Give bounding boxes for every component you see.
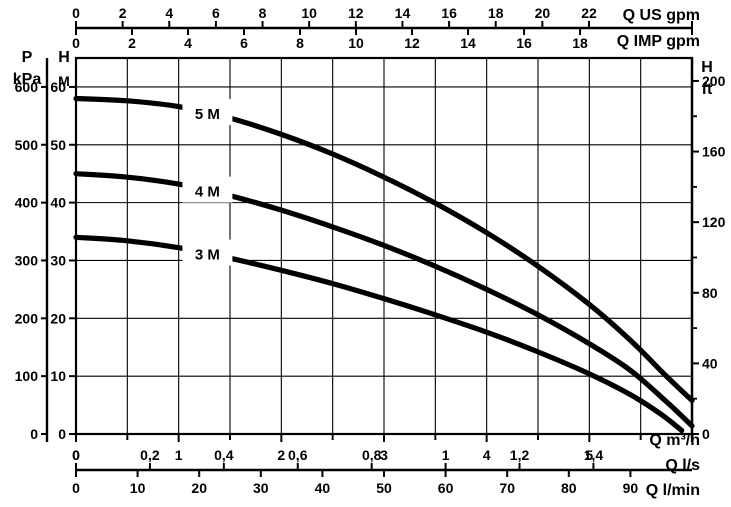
tick-label-us-gpm: 4 bbox=[165, 5, 173, 21]
bottom-axes-group: 0 1 2 3 4 50 0,2 0,4 0,6 0,8 1 1,2 1,40 10 20 30 40 50 60 7… bbox=[72, 434, 693, 496]
tick-label-us-gpm: 6 bbox=[212, 5, 220, 21]
tick-label-head-ft: 120 bbox=[702, 214, 726, 230]
tick-label-imp-gpm: 8 bbox=[296, 35, 304, 51]
tick-label-ls: 0,2 bbox=[140, 447, 160, 463]
tick-label-us-gpm: 20 bbox=[535, 5, 551, 21]
tick-label-lmin: 40 bbox=[315, 480, 331, 496]
axis-title-head-ft-unit: ft bbox=[702, 81, 713, 98]
tick-label-imp-gpm: 14 bbox=[460, 35, 476, 51]
tick-label-imp-gpm: 4 bbox=[184, 35, 192, 51]
tick-label-ls: 0,4 bbox=[214, 447, 234, 463]
tick-label-us-gpm: 10 bbox=[301, 5, 317, 21]
tick-label-head-m: 20 bbox=[50, 310, 66, 326]
curve-label-backdrop bbox=[182, 176, 233, 203]
tick-label-pressure: 0 bbox=[30, 426, 38, 442]
tick-label-head-ft: 0 bbox=[702, 426, 710, 442]
tick-label-ls: 0,6 bbox=[288, 447, 308, 463]
tick-label-lmin: 0 bbox=[72, 480, 80, 496]
tick-label-head-ft: 160 bbox=[702, 144, 726, 160]
tick-label-m3h: 1 bbox=[175, 447, 183, 463]
curve-label-4m: 4 M bbox=[195, 184, 220, 201]
axis-title-ls: Q l/s bbox=[665, 457, 700, 474]
tick-label-head-ft: 200 bbox=[702, 73, 726, 89]
tick-label-lmin: 50 bbox=[376, 480, 392, 496]
tick-label-imp-gpm: 18 bbox=[572, 35, 588, 51]
curves-group bbox=[73, 95, 695, 434]
curve-label-3m: 3 M bbox=[195, 247, 220, 264]
tick-label-m3h: 3 bbox=[380, 447, 388, 463]
tick-label-ls: 1,4 bbox=[584, 447, 604, 463]
axis-title-imp-gpm: Q IMP gpm bbox=[617, 33, 700, 50]
tick-label-lmin: 60 bbox=[438, 480, 454, 496]
tick-label-head-ft: 80 bbox=[702, 285, 718, 301]
axis-title-pressure-unit: kPa bbox=[13, 71, 42, 88]
axis-title-us-gpm: Q US gpm bbox=[623, 7, 700, 24]
axis-title-head-unit: M bbox=[58, 73, 70, 89]
tick-label-imp-gpm: 16 bbox=[516, 35, 532, 51]
curve-label-backdrop bbox=[182, 99, 233, 126]
curve-labels-group: 5 M 4 M 3 M bbox=[195, 106, 220, 263]
tick-label-lmin: 90 bbox=[623, 480, 639, 496]
tick-label-us-gpm: 2 bbox=[119, 5, 127, 21]
tick-label-us-gpm: 12 bbox=[348, 5, 364, 21]
tick-label-lmin: 20 bbox=[191, 480, 207, 496]
tick-label-us-gpm: 16 bbox=[441, 5, 457, 21]
tick-label-imp-gpm: 0 bbox=[72, 35, 80, 51]
tick-label-head-m: 30 bbox=[50, 252, 66, 268]
tick-label-pressure: 500 bbox=[15, 137, 39, 153]
tick-label-lmin: 70 bbox=[499, 480, 515, 496]
tick-label-imp-gpm: 6 bbox=[240, 35, 248, 51]
tick-label-us-gpm: 22 bbox=[581, 5, 597, 21]
tick-label-us-gpm: 18 bbox=[488, 5, 504, 21]
tick-label-pressure: 100 bbox=[15, 368, 39, 384]
left-axes-group: 0 100 200 300 400 500 600 0 10 20 30 40 50 60 bbox=[15, 58, 76, 442]
axis-title-lmin: Q l/min bbox=[646, 482, 700, 499]
tick-label-m3h: 2 bbox=[277, 447, 285, 463]
tick-label-head-m: 10 bbox=[50, 368, 66, 384]
tick-label-imp-gpm: 10 bbox=[348, 35, 364, 51]
tick-label-pressure: 300 bbox=[15, 252, 39, 268]
tick-label-m3h: 5 bbox=[585, 447, 593, 463]
tick-label-lmin: 30 bbox=[253, 480, 269, 496]
tick-label-imp-gpm: 12 bbox=[404, 35, 420, 51]
tick-label-lmin: 80 bbox=[561, 480, 577, 496]
tick-label-m3h: 0 bbox=[72, 447, 80, 463]
tick-label-lmin: 10 bbox=[130, 480, 146, 496]
tick-label-pressure: 600 bbox=[15, 79, 39, 95]
tick-label-imp-gpm: 2 bbox=[128, 35, 136, 51]
top-axes-group: 0 2 4 6 8 10 12 14 16 18 20 220 2 4 6 8 10 12 14 16 18 bbox=[72, 5, 693, 51]
tick-label-head-ft: 40 bbox=[702, 355, 718, 371]
tick-label-us-gpm: 14 bbox=[395, 5, 411, 21]
tick-label-ls: 1 bbox=[442, 447, 450, 463]
tick-label-ls: 0,8 bbox=[362, 447, 382, 463]
axis-title-head-ft-name: H bbox=[701, 59, 713, 76]
tick-label-us-gpm: 0 bbox=[72, 5, 80, 21]
tick-label-ls: 0 bbox=[72, 447, 80, 463]
tick-label-ls: 1,2 bbox=[510, 447, 530, 463]
tick-label-pressure: 400 bbox=[15, 195, 39, 211]
curve-label-5m: 5 M bbox=[195, 106, 220, 123]
tick-label-head-m: 50 bbox=[50, 137, 66, 153]
tick-label-head-m: 0 bbox=[58, 426, 66, 442]
axis-title-m3h: Q m³/h bbox=[649, 432, 700, 449]
tick-label-pressure: 200 bbox=[15, 310, 39, 326]
tick-label-us-gpm: 8 bbox=[259, 5, 267, 21]
tick-label-m3h: 4 bbox=[483, 447, 491, 463]
tick-label-head-m: 60 bbox=[50, 79, 66, 95]
axis-title-pressure-name: P bbox=[22, 49, 33, 66]
axis-title-head-name: H bbox=[58, 49, 70, 66]
tick-label-head-m: 40 bbox=[50, 195, 66, 211]
curve-label-backdrop bbox=[182, 239, 233, 266]
